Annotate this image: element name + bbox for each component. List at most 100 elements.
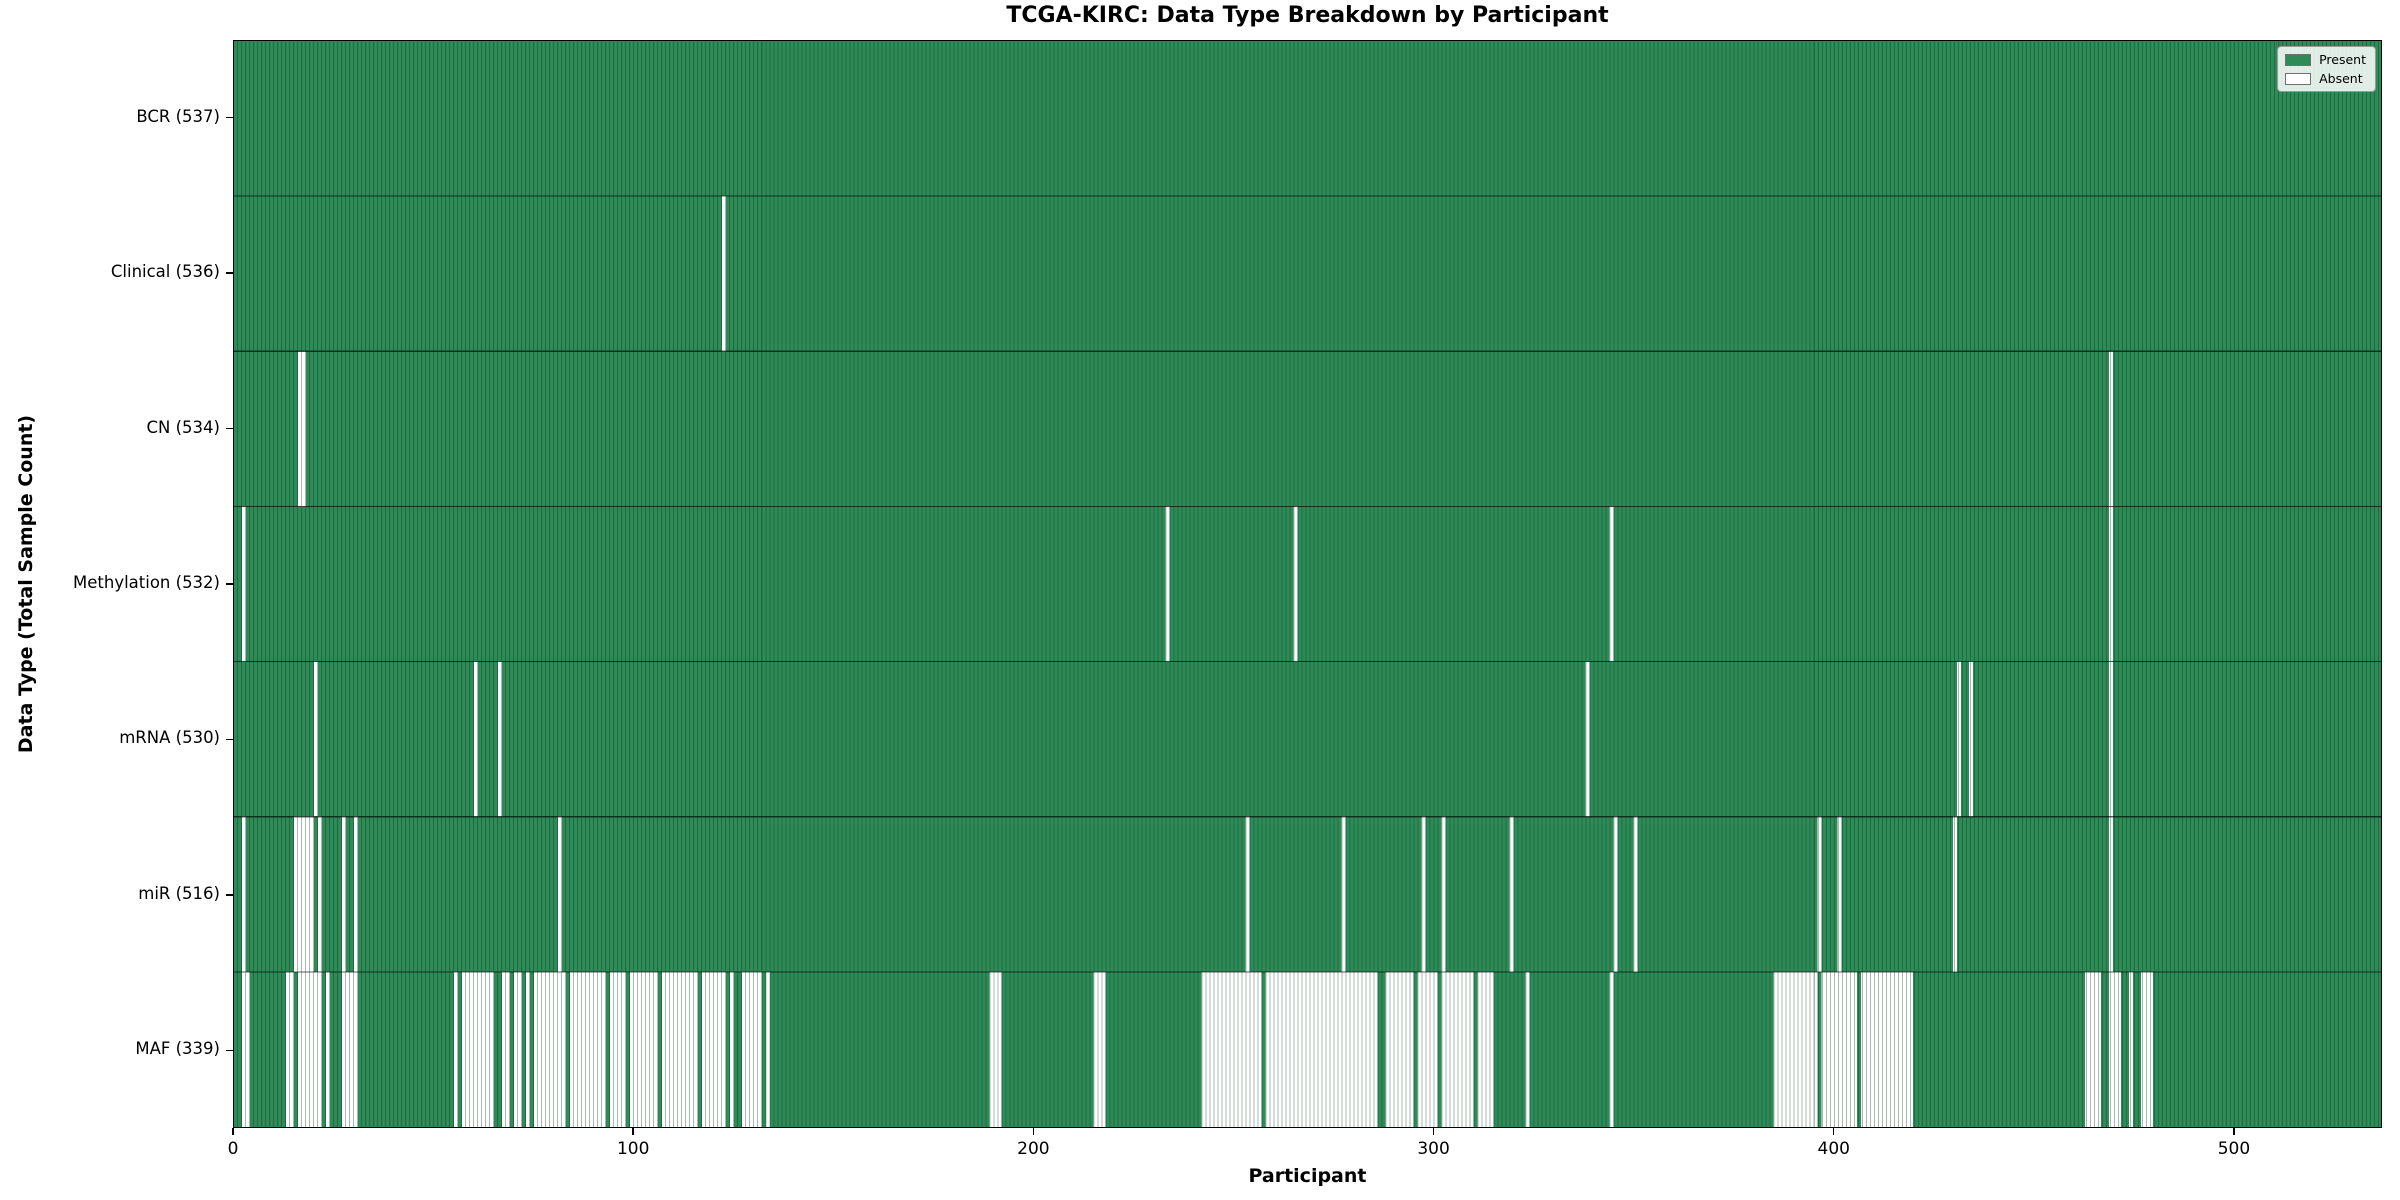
absent-block <box>1417 971 1438 1127</box>
absent-block <box>1817 816 1822 972</box>
absent-block <box>2109 971 2122 1127</box>
x-tick-label: 300 <box>1417 1139 1450 1159</box>
absent-block <box>1609 506 1614 662</box>
absent-block <box>1385 971 1414 1127</box>
absent-block <box>1969 661 1974 817</box>
y-tick-mark <box>226 272 233 274</box>
absent-block <box>765 971 770 1127</box>
absent-block <box>1773 971 1818 1127</box>
absent-block <box>989 971 1002 1127</box>
x-tick-mark <box>632 1128 634 1135</box>
absent-block <box>701 971 726 1127</box>
absent-block <box>1609 971 1614 1127</box>
absent-block <box>1953 816 1958 972</box>
absent-block <box>497 661 502 817</box>
absent-block <box>721 196 726 352</box>
absent-block <box>317 816 322 972</box>
legend-item-absent: Absent <box>2285 71 2366 86</box>
absent-block <box>241 816 246 972</box>
absent-block <box>2109 506 2114 662</box>
absent-blocks-row-mRNA <box>313 661 2114 817</box>
y-tick-label-Clinical: Clinical (536) <box>110 262 220 282</box>
x-tick-label: 0 <box>227 1139 239 1159</box>
absent-block <box>2109 816 2114 972</box>
absent-block <box>1293 506 1298 662</box>
x-tick-mark <box>1432 1128 1435 1135</box>
y-tick-mark <box>226 427 233 430</box>
absent-block <box>569 971 606 1127</box>
absent-block <box>2141 971 2154 1127</box>
x-tick-mark <box>2233 1128 2235 1135</box>
y-tick-mark <box>226 894 233 896</box>
absent-block <box>533 971 566 1127</box>
absent-block <box>297 971 306 1127</box>
absent-block <box>609 971 626 1127</box>
absent-block <box>461 971 494 1127</box>
absent-block <box>629 971 658 1127</box>
absent-block <box>313 661 318 817</box>
legend-label-absent: Absent <box>2319 71 2363 86</box>
legend-item-present: Present <box>2285 52 2366 67</box>
absent-block <box>661 971 682 1127</box>
absent-block <box>1861 971 1914 1127</box>
absent-blocks-row-MAF <box>241 971 2154 1127</box>
absent-block <box>525 971 530 1127</box>
absent-block <box>1441 971 1474 1127</box>
absent-block <box>741 971 762 1127</box>
y-tick-label-Methylation: Methylation (532) <box>73 573 220 592</box>
y-tick-mark <box>226 583 233 585</box>
x-tick-label: 200 <box>1017 1139 1050 1159</box>
absent-block <box>501 971 510 1127</box>
x-tick-label: 400 <box>1817 1139 1850 1159</box>
absent-block <box>1165 506 1170 662</box>
absent-block <box>341 816 346 972</box>
absent-block <box>1093 971 1106 1127</box>
absent-block <box>241 506 246 662</box>
absent-block <box>557 816 562 972</box>
absent-block <box>313 971 322 1127</box>
presence-matrix-background <box>234 41 2381 1127</box>
absent-blocks-row-Clinical <box>721 196 726 352</box>
absent-block <box>297 351 306 507</box>
y-tick-label-mRNA: mRNA (530) <box>119 728 220 748</box>
plot-area: Present Absent <box>233 40 2382 1128</box>
absent-block <box>1957 661 1962 817</box>
absent-block <box>1477 971 1494 1127</box>
x-tick-label: 100 <box>616 1139 650 1159</box>
absent-block <box>1265 971 1378 1127</box>
absent-block <box>1613 816 1618 972</box>
absent-block <box>241 971 250 1127</box>
absent-swatch-icon <box>2285 72 2312 85</box>
absent-block <box>2109 661 2114 817</box>
y-tick-label-miR: miR (516) <box>138 883 220 903</box>
present-swatch-icon <box>2285 53 2312 66</box>
legend: Present Absent <box>2277 46 2376 92</box>
y-tick-label-MAF: MAF (339) <box>135 1039 220 1059</box>
absent-block <box>1633 816 1638 972</box>
absent-block <box>1509 816 1514 972</box>
absent-block <box>2109 351 2114 507</box>
absent-block <box>1421 816 1426 972</box>
chart-title: TCGA-KIRC: Data Type Breakdown by Partic… <box>1006 3 1609 28</box>
x-axis-label: Participant <box>1248 1165 1367 1187</box>
y-tick-label-BCR: BCR (537) <box>136 106 220 126</box>
absent-block <box>325 971 330 1127</box>
absent-block <box>1201 971 1262 1127</box>
absent-block <box>349 971 358 1127</box>
absent-blocks-row-CN <box>297 351 2114 507</box>
absent-block <box>1837 816 1842 972</box>
x-tick-mark <box>1832 1128 1835 1135</box>
absent-block <box>285 971 294 1127</box>
absent-block <box>2085 971 2102 1127</box>
y-tick-label-CN: CN (534) <box>146 417 220 437</box>
y-tick-mark <box>226 738 233 741</box>
legend-label-present: Present <box>2319 52 2366 67</box>
presence-matrix <box>234 41 2381 1127</box>
y-tick-mark <box>226 1049 233 1052</box>
x-tick-mark <box>1032 1128 1035 1135</box>
x-tick-mark <box>232 1128 234 1135</box>
absent-block <box>1585 661 1590 817</box>
absent-block <box>353 816 358 972</box>
absent-block <box>1525 971 1530 1127</box>
